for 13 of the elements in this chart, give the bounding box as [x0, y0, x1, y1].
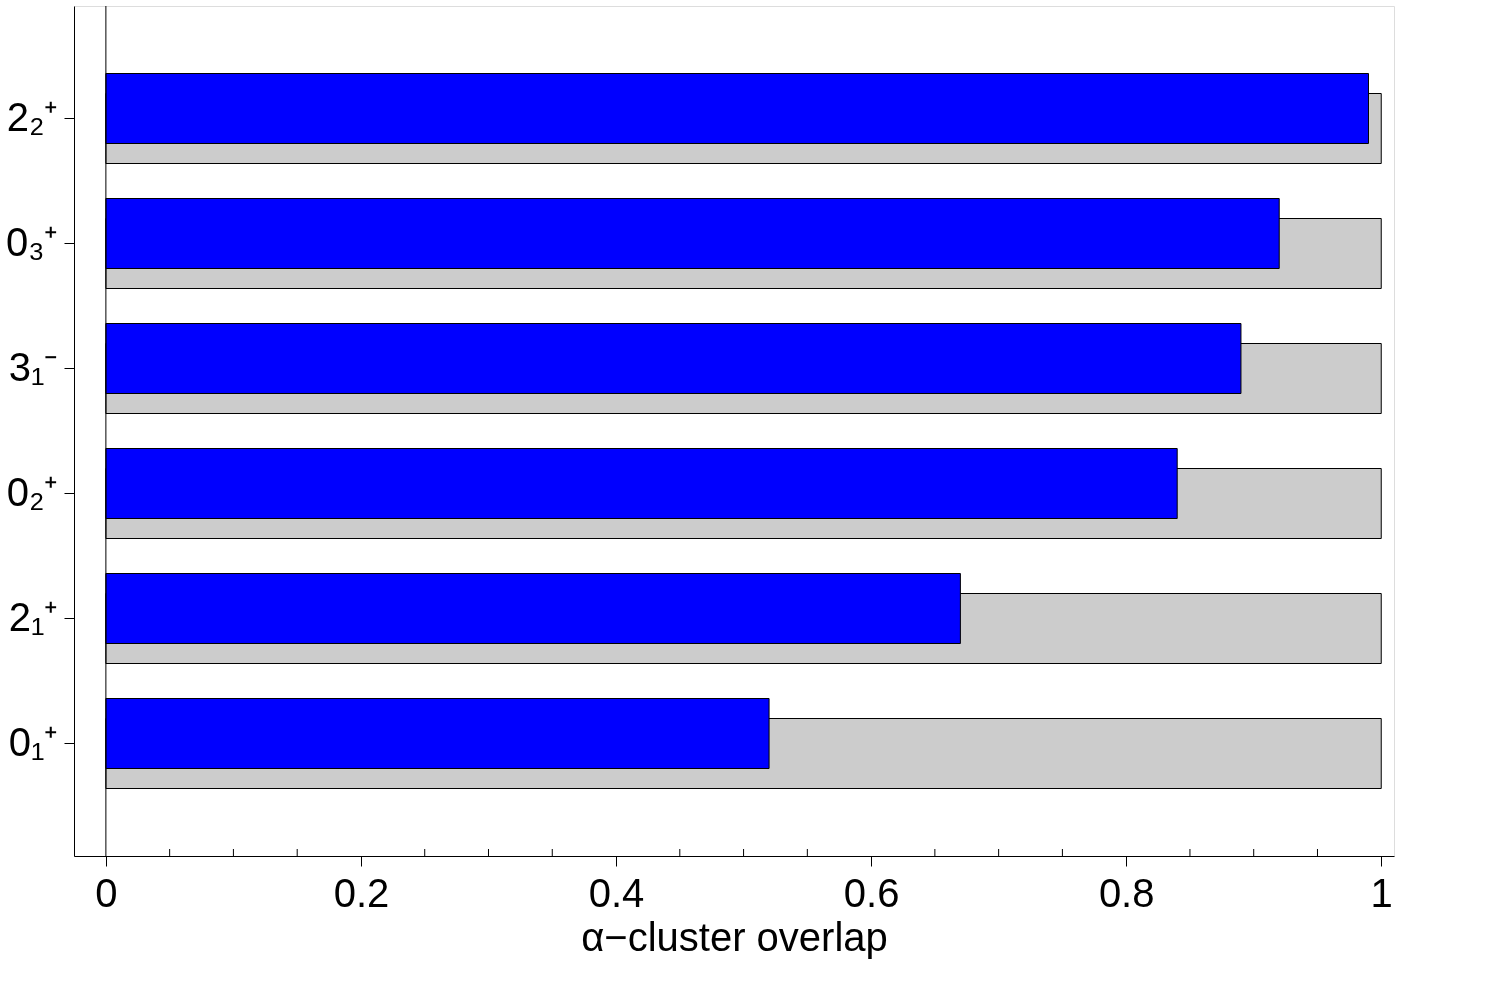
x-tick-label: 0 [95, 870, 118, 915]
y-tick-label: 0₃⁺ [5, 219, 59, 264]
x-tick-label: 0.8 [1098, 870, 1155, 915]
x-tick-label: 0.2 [333, 870, 390, 915]
y-tick-label: 2₂⁺ [6, 94, 59, 139]
x-axis-title: α−cluster overlap [581, 914, 888, 959]
x-tick-label: 0.4 [588, 870, 645, 915]
x-tick-label: 0.6 [843, 870, 900, 915]
y-tick-label: 2₁⁺ [8, 594, 59, 639]
y-tick-label: 3₁⁻ [8, 344, 59, 389]
y-tick-label: 0₂⁺ [6, 469, 59, 514]
x-tick-label: 1 [1370, 870, 1393, 915]
y-tick-label: 0₁⁺ [8, 719, 59, 764]
